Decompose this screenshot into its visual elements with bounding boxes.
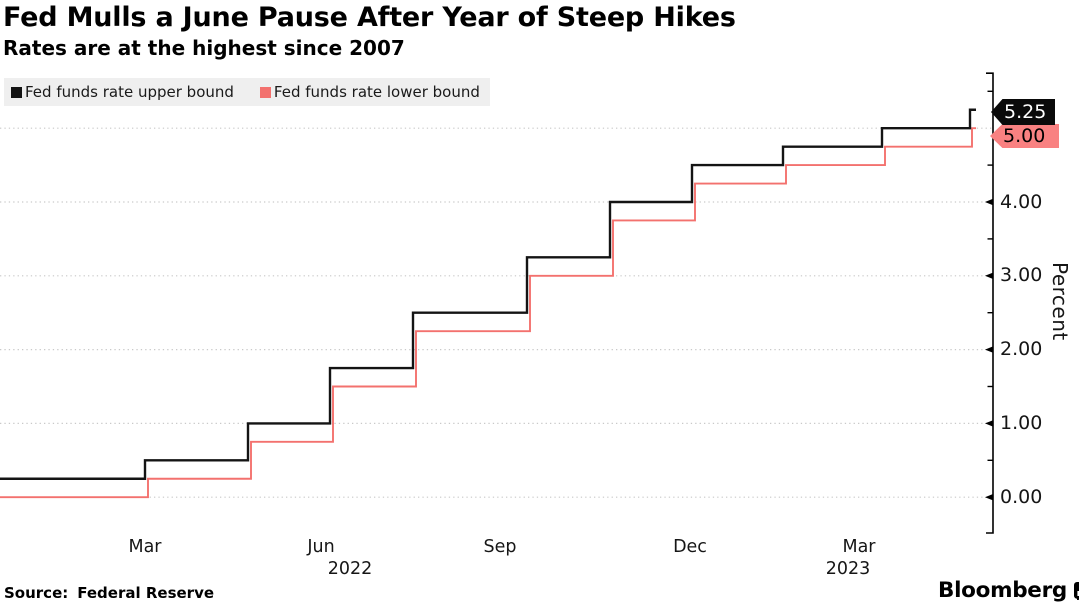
legend-label-upper-bound: Fed funds rate upper bound	[25, 83, 234, 101]
source-line: Source: Federal Reserve	[4, 584, 214, 602]
y-axis-title: Percent	[1048, 262, 1072, 341]
x-tick-label-2-sep: Sep	[483, 537, 517, 557]
x-tick-label-0-mar: Mar	[128, 537, 162, 557]
upper-bound-swatch-icon	[11, 86, 22, 98]
source-label: Source:	[4, 584, 69, 602]
y-tick-label-2.00: 2.00	[1000, 338, 1043, 361]
legend-label-lower-bound: Fed funds rate lower bound	[273, 83, 480, 101]
bloomberg-terminal-icon	[1073, 581, 1079, 600]
major-tick-4.00	[985, 198, 993, 206]
y-tick-label-1.00: 1.00	[1000, 411, 1043, 434]
end-value-tag-lower-bound: 5.00	[990, 124, 1059, 148]
y-tick-label-3.00: 3.00	[1000, 264, 1043, 287]
page-subtitle: Rates are at the highest since 2007	[3, 36, 405, 60]
end-value-tag-upper-bound: 5.25	[991, 99, 1055, 125]
right-axis-spine	[986, 72, 994, 534]
end-value-lower-bound: 5.00	[1003, 125, 1046, 147]
x-tick-label-3-dec: Dec	[673, 537, 707, 557]
x-year-label-2023: 2023	[825, 559, 871, 579]
major-tick-3.00	[985, 272, 993, 279]
lower-bound-swatch-icon	[259, 86, 271, 98]
series-line-fed-funds-rate-upper-bound	[0, 108, 976, 480]
major-tick-1.00	[985, 420, 993, 427]
x-year-label-2022: 2022	[327, 559, 373, 579]
bloomberg-logo: Bloomberg	[938, 578, 1079, 603]
x-tick-label-4-mar: Mar	[842, 537, 876, 557]
y-tick-label-0.00: 0.00	[1000, 485, 1043, 508]
step-chart-plot	[0, 72, 994, 534]
y-tick-label-4.00: 4.00	[1000, 190, 1043, 213]
chart-legend: Fed funds rate upper bound Fed funds rat…	[4, 78, 490, 106]
bloomberg-wordmark: Bloomberg	[938, 578, 1067, 603]
x-tick-label-1-jun: Jun	[307, 537, 335, 557]
legend-item-lower-bound: Fed funds rate lower bound	[259, 83, 480, 101]
source-name: Federal Reserve	[77, 584, 215, 602]
major-tick-0.00	[985, 494, 993, 501]
series-line-fed-funds-rate-lower-bound	[0, 127, 976, 499]
page-title: Fed Mulls a June Pause After Year of Ste…	[3, 2, 736, 33]
end-value-upper-bound: 5.25	[1004, 101, 1047, 123]
major-tick-2.00	[985, 346, 993, 353]
legend-item-upper-bound: Fed funds rate upper bound	[11, 83, 234, 101]
